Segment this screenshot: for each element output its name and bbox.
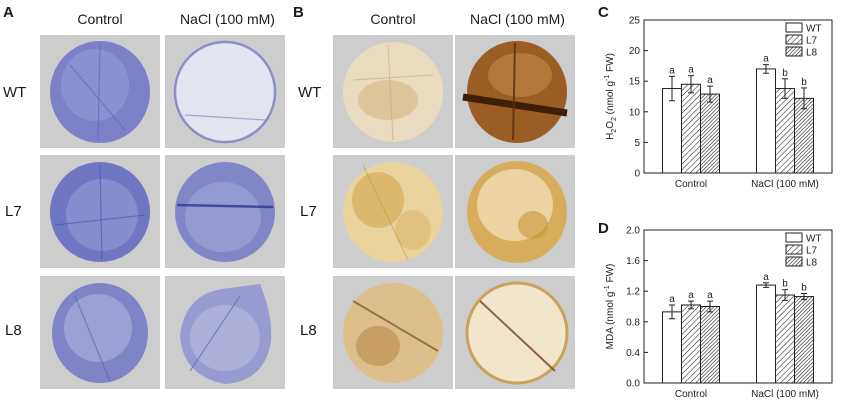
- legend-swatch-l7: [785, 34, 803, 45]
- y-tick-label: 1.6: [626, 256, 640, 267]
- x-tick-label: Control: [675, 179, 707, 190]
- panel-label-d: D: [598, 220, 609, 237]
- y-axis-label: H2O2 (nmol g-1 FW): [604, 53, 618, 140]
- y-axis-label: MDA (nmol g-1 FW): [604, 264, 616, 350]
- significance-letter: b: [801, 282, 807, 293]
- panel-a-leaf-l7-control: [40, 155, 160, 268]
- bar-l8: [794, 296, 814, 384]
- panel-b-leaf-l7-nacl: [455, 155, 575, 268]
- y-tick-label: 0.8: [626, 317, 640, 328]
- panel-a-leaf-l8-control: [40, 276, 160, 389]
- legend-swatch-wt: [785, 232, 803, 243]
- legend-swatch-l8: [785, 46, 803, 57]
- panel-a-row-l8: L8: [5, 322, 22, 339]
- y-tick-label: 2.0: [626, 226, 640, 237]
- panel-a-leaf-wt-control: [40, 35, 160, 148]
- legend-label-l7: L7: [806, 36, 818, 47]
- significance-letter: b: [801, 77, 807, 88]
- significance-letter: b: [782, 68, 788, 79]
- panel-b-leaf-l8-control: [333, 276, 453, 389]
- panel-b-leaf-l7-control: [333, 155, 453, 268]
- plot-frame: [643, 229, 833, 384]
- legend-swatch-wt: [785, 22, 803, 33]
- y-tick-label: 0.4: [626, 348, 640, 359]
- legend-swatch-l7: [785, 244, 803, 255]
- significance-letter: a: [669, 294, 675, 305]
- panel-a-leaf-l7-nacl: [165, 155, 285, 268]
- significance-letter: a: [763, 272, 769, 283]
- y-tick-label: 5: [634, 138, 640, 149]
- panel-b-row-l7: L7: [300, 203, 317, 220]
- y-tick-label: 0.0: [626, 379, 640, 390]
- y-tick-label: 10: [629, 107, 641, 118]
- significance-letter: a: [707, 290, 713, 301]
- bar-l7: [681, 304, 701, 384]
- x-tick-label: NaCl (100 mM): [751, 179, 819, 190]
- significance-letter: a: [707, 75, 713, 86]
- legend-label-l7: L7: [806, 246, 818, 257]
- panel-b-leaf-wt-control: [333, 35, 453, 148]
- panel-b-row-l8: L8: [300, 322, 317, 339]
- bar-l7: [775, 294, 795, 384]
- legend-label-l8: L8: [806, 48, 818, 59]
- chart-d-mda: 0.0 0.4 0.8 1.2 1.6 2.0 Control a a a NaCl (100 mM…: [604, 226, 833, 400]
- legend-label-wt: WT: [806, 234, 822, 245]
- panel-a-col-control: Control: [77, 11, 123, 27]
- bar-l8: [794, 97, 814, 174]
- x-tick-label: NaCl (100 mM): [751, 389, 819, 400]
- panel-b-col-control: Control: [370, 11, 416, 27]
- plot-frame: [643, 19, 833, 174]
- panel-a-col-nacl: NaCl (100 mM): [180, 11, 275, 27]
- y-tick-label: 0: [634, 169, 640, 180]
- significance-letter: a: [688, 290, 694, 301]
- significance-letter: a: [688, 65, 694, 76]
- bar-l8: [700, 93, 720, 174]
- significance-letter: a: [763, 54, 769, 65]
- panel-b-row-wt: WT: [298, 84, 322, 101]
- significance-letter: b: [782, 279, 788, 290]
- y-tick-label: 20: [629, 46, 641, 57]
- significance-letter: a: [669, 65, 675, 76]
- panel-label-a: A: [3, 4, 14, 21]
- panel-label-c: C: [598, 4, 609, 21]
- chart-c-h2o2: 0 5 10 15 20 25 Control a a a NaCl (100 mM) a b b WTL7…: [604, 16, 833, 190]
- panel-b-leaf-l8-nacl: [455, 276, 575, 389]
- y-tick-label: 15: [629, 77, 641, 88]
- bar-wt: [756, 68, 776, 174]
- legend-label-wt: WT: [806, 24, 822, 35]
- bar-l7: [775, 88, 795, 174]
- legend-swatch-l8: [785, 256, 803, 267]
- x-tick-label: Control: [675, 389, 707, 400]
- y-tick-label: 1.2: [626, 287, 640, 298]
- panel-a-row-l7: L7: [5, 203, 22, 220]
- panel-a-leaf-l8-nacl: [165, 276, 285, 389]
- bar-l7: [681, 83, 701, 174]
- bar-wt: [662, 311, 682, 384]
- panel-b-col-nacl: NaCl (100 mM): [470, 11, 565, 27]
- panel-b-leaf-wt-nacl: [455, 35, 575, 148]
- panel-label-b: B: [293, 4, 304, 21]
- legend-label-l8: L8: [806, 258, 818, 269]
- y-tick-label: 25: [629, 16, 641, 27]
- bar-wt: [756, 284, 776, 384]
- panel-a-row-wt: WT: [3, 84, 27, 101]
- bar-l8: [700, 306, 720, 384]
- panel-a-leaf-wt-nacl: [165, 35, 285, 148]
